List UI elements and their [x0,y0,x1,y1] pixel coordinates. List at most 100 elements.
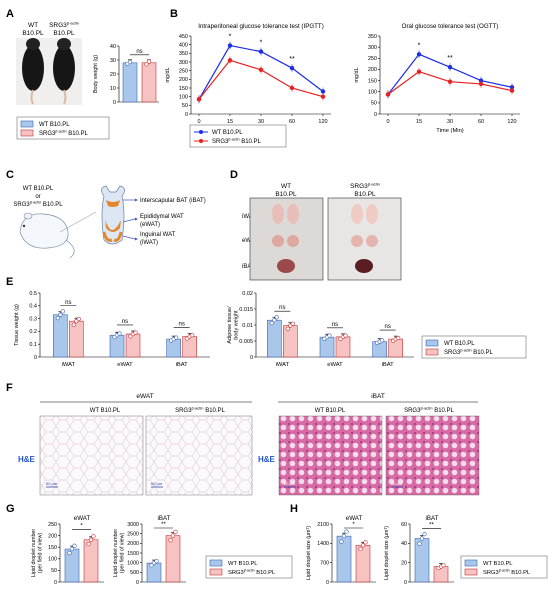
bar-ko [83,539,99,583]
y-tick-label: 60 [401,522,407,528]
schematic-line-3: SRG3β-actin B10.PL [13,201,63,209]
sig-label: ** [289,56,295,63]
panel-letter-c: C [6,169,14,181]
legend-a: WT B10.PL SRG3β-actin B10.PL [16,116,110,140]
x-tick-label: 120 [318,119,327,125]
bar-wt [319,336,335,358]
schematic-line-2: or [35,194,40,200]
data-point [67,550,72,556]
data-point-ko [227,58,233,63]
data-point-wt [320,89,326,94]
bar-ko [335,336,351,358]
chart-title: iBAT [158,515,171,522]
data-point [91,534,96,539]
data-point [76,316,81,322]
data-point [133,330,138,335]
scale-bar-label-3: 60 μm [284,481,296,486]
data-point [343,333,348,338]
x-axis-label: Time (Min) [436,128,464,134]
data-point [396,335,401,341]
y-tick-label: 30 [110,58,116,64]
sig-label: * [229,34,232,41]
x-tick-label: 30 [447,119,453,125]
data-point [380,338,385,343]
mouse-outline [19,213,69,249]
he-col-wt-2: WT B10.PL [315,408,346,414]
y-tick-label: 200 [179,77,188,83]
bar-ko [125,333,141,358]
y-tick-label: 3000 [127,522,139,528]
sig-label: * [418,42,421,49]
y-tick-label: 100 [179,94,188,100]
legend-swatch [425,339,439,347]
x-tick-label: iBAT [382,362,395,368]
schematic-line-1: WT B10.PL [23,186,54,192]
data-point [168,538,173,543]
bar-wt [336,535,352,583]
legend-label: SRG3β-actin B10.PL [39,130,89,138]
y-tick-label: 100 [368,90,377,96]
y-tick-label: 0.015 [239,307,253,313]
y-tick-label: 400 [179,42,188,48]
data-point [269,321,274,326]
he-group-ibat: iBAT [371,393,385,400]
y-axis-label: (per field of view) [37,533,43,574]
y-tick-label: 0 [185,112,188,118]
data-point [58,312,63,317]
x-tick-label: 0 [386,119,389,125]
y-tick-label: 250 [368,56,377,62]
he-ewat-wt [39,415,144,496]
bar-ko [388,338,403,358]
he-col-wt-1: WT B10.PL [90,408,121,414]
y-tick-label: 450 [179,34,188,40]
panel-letter-a: A [6,8,14,20]
data-point [144,62,149,67]
scale-bar-label-2: 60 μm [151,481,163,486]
y-tick-label: 50 [182,103,188,109]
panel-letter-b: B [170,8,178,20]
bar-ko [433,566,449,583]
y-axis-label: body weight [233,310,239,340]
tissue-weight-chart: 0 0.1 0.2 0.3 0.4 0.5 Tissue weight (g) iWAT ns e… [14,291,210,368]
data-point [441,563,446,568]
x-tick-label: eWAT [117,362,133,368]
legend-box [421,335,527,359]
data-point [86,541,91,547]
sig-label: ns [122,319,128,325]
legend-label: WT B10.PL [228,561,258,567]
x-tick-label: 60 [289,119,295,125]
photo-label-ko: SRG3β-actin [49,21,79,30]
bar-ko [69,320,84,358]
bar-wt [146,562,162,583]
legend-g: WT B10.PL SRG3β-actin B10.PL [205,555,293,579]
data-point-wt [447,65,453,70]
y-tick-label: 1400 [317,541,329,547]
data-point [344,529,349,534]
sig-label: ns [178,322,184,328]
legend-swatch [209,559,223,567]
legend-box [205,555,293,579]
y-tick-label: 10 [110,86,116,92]
data-point [363,540,368,545]
y-axis-label: (per field of view) [119,533,125,574]
ipgtt-chart: Intraperitoneal glucose tolerance test (… [165,23,331,134]
y-axis-label: Lipid droplet size (μm²) [384,526,390,580]
bar-ko [355,544,371,583]
data-point-ko [385,92,391,97]
chart-title: Oral glucose tolerance test (OGTT) [402,23,499,30]
mouse-photo: WT B10.PL SRG3β-actin B10.PL [16,21,82,105]
y-tick-label: 40 [110,44,116,50]
legend-swatch [425,348,439,356]
photo-label-wt-strain: B10.PL [22,30,44,37]
panel-letter-f: F [6,382,13,394]
sig-label: ** [429,522,434,528]
bar-ko [182,336,197,358]
y-tick-label: 0 [54,580,57,586]
data-point [274,315,279,320]
legend-swatch [20,129,34,137]
y-axis-label: mg/dL [354,67,360,82]
sig-label: ** [447,55,453,62]
y-tick-label: 200 [48,533,57,539]
legend-label: SRG3β-actin B10.PL [444,349,494,357]
data-point-ko [196,97,202,102]
